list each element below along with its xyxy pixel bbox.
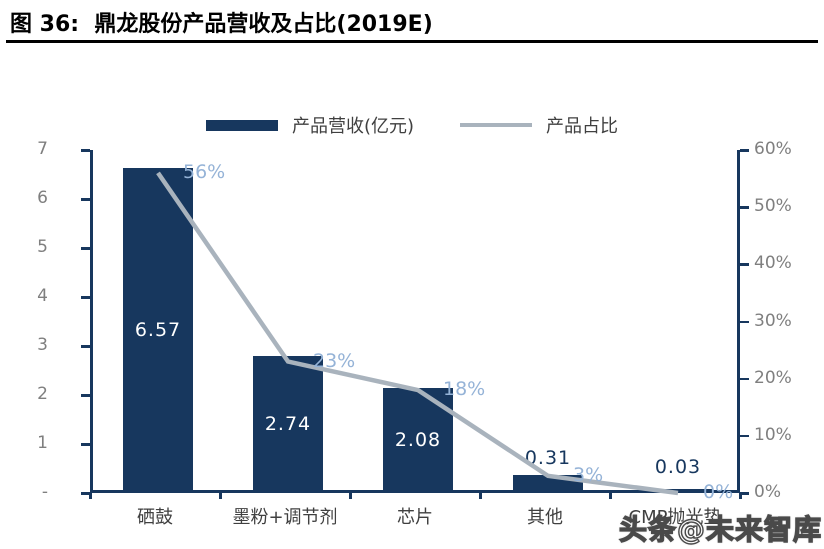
- x-axis-category-label: CMP抛光垫: [628, 507, 722, 528]
- y-axis-right-tick-label: 20%: [754, 367, 792, 388]
- x-axis-category-label: 硒鼓: [137, 507, 173, 528]
- y-axis-right-tick-mark: [740, 320, 749, 323]
- bar-value-label: 0.31: [524, 446, 572, 469]
- y-axis-right-tick-mark: [740, 434, 749, 438]
- y-axis-left-tick-label: 2: [37, 384, 48, 404]
- y-axis-left-tick-mark: [81, 345, 90, 348]
- legend-item-share: 产品占比: [460, 112, 618, 138]
- watermark: 头条@未来智库: [618, 512, 822, 546]
- y-axis-left-tick-mark: [81, 149, 90, 152]
- y-axis-left-tick-mark: [81, 492, 90, 495]
- y-axis-left-tick-label: 4: [37, 286, 48, 306]
- bar: [642, 488, 714, 490]
- x-axis-category-label: 芯片: [397, 507, 433, 528]
- legend: 产品营收(亿元) 产品占比: [0, 112, 824, 138]
- bar: [252, 355, 324, 490]
- legend-line-swatch: [460, 123, 533, 127]
- x-axis-tick-mark: [609, 492, 612, 499]
- y-axis-left-tick-mark: [81, 296, 90, 299]
- bar-value-label: 0.03: [654, 456, 702, 478]
- legend-item-revenue: 产品营收(亿元): [205, 112, 415, 138]
- line-point-label: 23%: [313, 349, 356, 372]
- y-axis-right-tick-mark: [740, 492, 749, 495]
- line-point-label: 3%: [573, 463, 604, 486]
- bar-value-label: 2.74: [264, 412, 312, 435]
- y-axis-right-tick-mark: [740, 149, 749, 152]
- title-underline: [6, 40, 818, 43]
- y-axis-left-tick-mark: [81, 247, 90, 250]
- line-point-label: 56%: [183, 160, 226, 183]
- line-point-label: 0%: [703, 481, 734, 503]
- x-axis-category-label: 墨粉+调节剂: [232, 507, 338, 528]
- y-axis-right-tick-label: 50%: [754, 196, 792, 217]
- y-axis-left-tick-label: 7: [37, 139, 48, 159]
- y-axis-right-tick-mark: [740, 377, 749, 381]
- x-axis-tick-mark: [479, 492, 482, 499]
- y-axis-left-tick-label: -: [41, 482, 48, 502]
- bar-value-label: 2.08: [394, 429, 442, 452]
- line-point-label: 18%: [443, 378, 486, 401]
- y-axis-right-tick-mark: [740, 206, 749, 209]
- x-axis-tick-mark: [739, 492, 742, 499]
- y-axis-right-tick-label: 0%: [754, 482, 781, 502]
- y-axis-left-tick-label: 6: [37, 188, 48, 208]
- x-axis-tick-mark: [89, 492, 92, 499]
- x-axis-tick-mark: [349, 492, 352, 499]
- bar: [122, 168, 194, 490]
- plot-area: 6.57 2.74 2.08 0.31 0.03 56% 23% 18% 3% 0%: [90, 150, 740, 503]
- y-axis-right-tick-label: 10%: [754, 424, 792, 445]
- y-axis-left-tick-mark: [81, 443, 90, 446]
- bar-value-label: 6.57: [134, 319, 182, 342]
- y-axis-right-tick-label: 60%: [754, 139, 792, 159]
- y-axis-left-tick-label: 3: [37, 335, 48, 355]
- figure-title: 图 36: 鼎龙股份产品营收及占比(2019E): [10, 12, 433, 37]
- share-line-plot: [156, 171, 679, 496]
- y-axis-left-tick-mark: [81, 394, 90, 397]
- legend-line-label: 产品占比: [546, 116, 619, 137]
- x-axis-tick-mark: [219, 492, 222, 499]
- legend-bar-swatch: [205, 119, 278, 131]
- y-axis-right-tick-mark: [740, 263, 749, 266]
- y-axis-right-tick-label: 40%: [754, 253, 792, 274]
- legend-bar-label: 产品营收(亿元): [291, 116, 415, 137]
- x-axis-category-label: 其他: [527, 507, 563, 528]
- y-axis-left-tick-mark: [81, 198, 90, 201]
- y-axis-right-tick-label: 30%: [754, 310, 792, 331]
- y-axis-left-tick-label: 1: [37, 433, 48, 453]
- y-axis-left-tick-label: 5: [37, 237, 48, 257]
- share-line: [156, 171, 679, 496]
